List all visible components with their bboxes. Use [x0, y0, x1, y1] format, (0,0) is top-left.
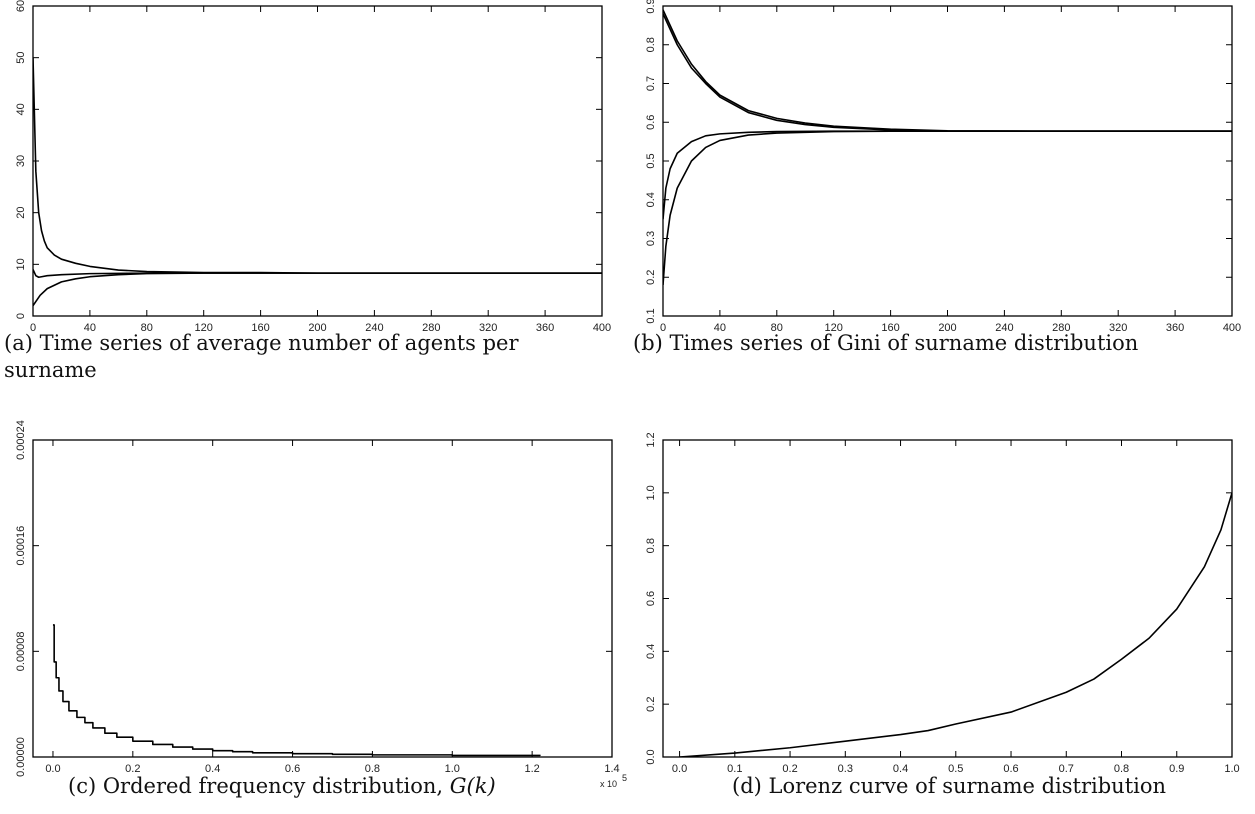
x-multiplier-exponent: 5: [622, 773, 627, 783]
x-tick-label: 80: [771, 322, 783, 334]
y-tick-label: 0.00016: [15, 526, 27, 566]
y-tick-label: 0.8: [645, 538, 657, 553]
chart-b: 0 40 80 120 160 200 240 280 320 360 400 0.1 0.2 0.3 0.…: [645, 0, 1241, 334]
series-line-b-1: [663, 13, 1232, 132]
y-tick-label: 1.2: [645, 432, 657, 447]
x-tick-label: 0.0: [672, 763, 687, 775]
y-tick-label: 0.9: [645, 0, 657, 14]
x-tick-label: 0.4: [893, 763, 908, 775]
caption-c-text: (c) Ordered frequency distribution,: [68, 774, 450, 798]
y-tick-label: 0.2: [645, 697, 657, 712]
caption-d: (d) Lorenz curve of surname distribution: [732, 774, 1167, 798]
series-line-a-0: [33, 57, 602, 274]
x-tick-label: 1.4: [604, 763, 619, 775]
y-tick-label: 0.3: [645, 231, 657, 246]
x-tick-label: 0.8: [1114, 763, 1129, 775]
y-tick-label: 0.4: [645, 644, 657, 659]
x-tick-label: 240: [365, 322, 383, 334]
x-tick-label: 160: [251, 322, 269, 334]
series-line-b-2: [663, 130, 1232, 220]
x-tick-label: 200: [938, 322, 956, 334]
y-tick-label: 0.5: [645, 153, 657, 168]
caption-c: (c) Ordered frequency distribution, G(k): [68, 773, 588, 800]
x-tick-label: 0.4: [205, 763, 220, 775]
y-tick-label: 0.00000: [15, 737, 27, 777]
y-tick-label: 40: [15, 103, 27, 115]
x-multiplier-label: x 10: [600, 779, 617, 789]
caption-c-math: G(k): [449, 774, 496, 798]
x-tick-label: 0.7: [1059, 763, 1074, 775]
x-tick-label: 320: [479, 322, 497, 334]
y-tick-label: 50: [15, 52, 27, 64]
x-tick-label: 320: [1109, 322, 1127, 334]
y-tick-label: 0.00024: [15, 420, 27, 460]
x-tick-label: 0.0: [45, 763, 60, 775]
plot-frame-d: [662, 439, 1233, 758]
y-tick-label: 30: [15, 155, 27, 167]
plot-frame-c: [32, 439, 613, 758]
chart-d: 0.0 0.1 0.2 0.3 0.4 0.5 0.6 0.7 0.8 0.9 1.0 0.0 0.2 0…: [645, 432, 1240, 775]
x-tick-label: 200: [308, 322, 326, 334]
series-line-a-2: [33, 272, 602, 307]
y-tick-label: 0.7: [645, 76, 657, 91]
y-tick-label: 0.00008: [15, 631, 27, 671]
x-tick-label: 280: [422, 322, 440, 334]
x-tick-label: 80: [141, 322, 153, 334]
y-tick-label: 60: [15, 0, 27, 12]
x-tick-label: 0.5: [948, 763, 963, 775]
x-tick-label: 1.0: [445, 763, 460, 775]
x-tick-label: 400: [593, 322, 611, 334]
x-tick-label: 360: [536, 322, 554, 334]
caption-a: (a) Time series of average number of age…: [4, 331, 519, 382]
y-tick-label: 1.0: [645, 485, 657, 500]
x-tick-label: 120: [825, 322, 843, 334]
x-tick-label: 1.2: [524, 763, 539, 775]
series-line-c-0: [52, 624, 541, 757]
y-tick-label: 10: [15, 258, 27, 270]
x-tick-label: 240: [995, 322, 1013, 334]
y-tick-label: 0.8: [645, 37, 657, 52]
series-line-b-3: [663, 130, 1232, 286]
x-tick-label: 0.2: [782, 763, 797, 775]
chart-c: 0.0 0.2 0.4 0.6 0.8 1.0 1.2 1.4 0.00000 0.00008 0.…: [15, 420, 627, 789]
y-tick-label: 0.6: [645, 591, 657, 606]
y-tick-label: 0.6: [645, 115, 657, 130]
x-tick-label: 360: [1166, 322, 1184, 334]
x-tick-label: 0.8: [365, 763, 380, 775]
y-tick-label: 0.2: [645, 270, 657, 285]
x-tick-label: 0.6: [1003, 763, 1018, 775]
y-tick-label: 0.0: [645, 749, 657, 764]
x-tick-label: 0.6: [285, 763, 300, 775]
series-line-d-0: [679, 492, 1232, 757]
x-tick-label: 40: [84, 322, 96, 334]
x-tick-label: 160: [881, 322, 899, 334]
y-tick-label: 0: [15, 313, 27, 319]
x-tick-label: 0: [660, 322, 666, 334]
y-tick-label: 20: [15, 207, 27, 219]
x-tick-label: 1.0: [1224, 763, 1239, 775]
y-tick-label: 0.1: [645, 308, 657, 323]
x-tick-label: 40: [714, 322, 726, 334]
x-tick-label: 0.3: [838, 763, 853, 775]
x-tick-label: 400: [1223, 322, 1241, 334]
x-tick-label: 0.1: [727, 763, 742, 775]
x-tick-label: 0.9: [1169, 763, 1184, 775]
x-tick-label: 0.2: [125, 763, 140, 775]
chart-a: 0 40 80 120 160 200 240 280 320 360 400 0 10 20 30 40 50…: [15, 0, 611, 334]
caption-b: (b) Times series of Gini of surname dist…: [633, 331, 1139, 355]
x-tick-label: 120: [195, 322, 213, 334]
y-tick-label: 0.4: [645, 192, 657, 207]
x-tick-label: 280: [1052, 322, 1070, 334]
plot-frame-b: [662, 5, 1233, 317]
x-tick-label: 0: [30, 322, 36, 334]
